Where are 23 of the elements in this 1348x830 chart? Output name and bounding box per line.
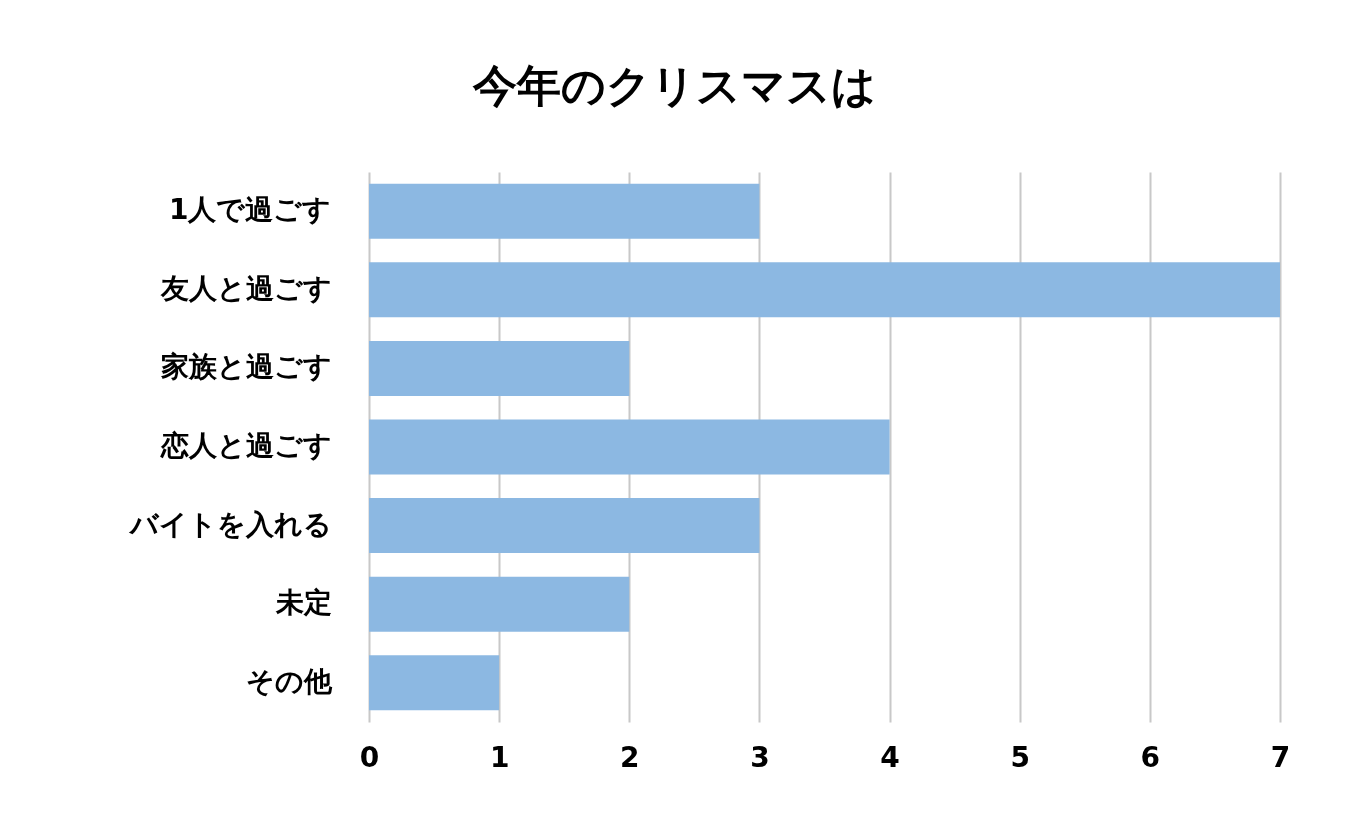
- bar: [369, 419, 890, 475]
- x-tick-label: 1: [489, 740, 510, 774]
- x-tick-label: 4: [880, 740, 900, 774]
- chart-title: 今年のクリスマスは: [472, 60, 876, 111]
- x-tick-label: 3: [750, 740, 770, 774]
- x-tick-label: 6: [1140, 740, 1161, 774]
- bar: [369, 183, 760, 239]
- x-tick-label: 7: [1270, 740, 1291, 774]
- y-tick-label: バイトを入れる: [127, 507, 332, 541]
- y-tick-label: 1人で過ごす: [169, 193, 332, 227]
- x-tick-label: 0: [359, 740, 380, 774]
- bar: [369, 340, 630, 396]
- x-tick-label: 2: [620, 740, 640, 774]
- y-tick-label: 未定: [274, 586, 332, 620]
- y-tick-label: 友人と過ごす: [159, 271, 332, 305]
- x-tick-label: 5: [1010, 740, 1030, 774]
- y-tick-label: その他: [245, 664, 333, 698]
- bar: [369, 655, 500, 711]
- bar: [369, 498, 760, 554]
- y-tick-label: 家族と過ごす: [159, 350, 332, 384]
- bar: [369, 262, 1280, 318]
- y-tick-label: 恋人と過ごす: [159, 429, 332, 462]
- bar: [369, 576, 630, 632]
